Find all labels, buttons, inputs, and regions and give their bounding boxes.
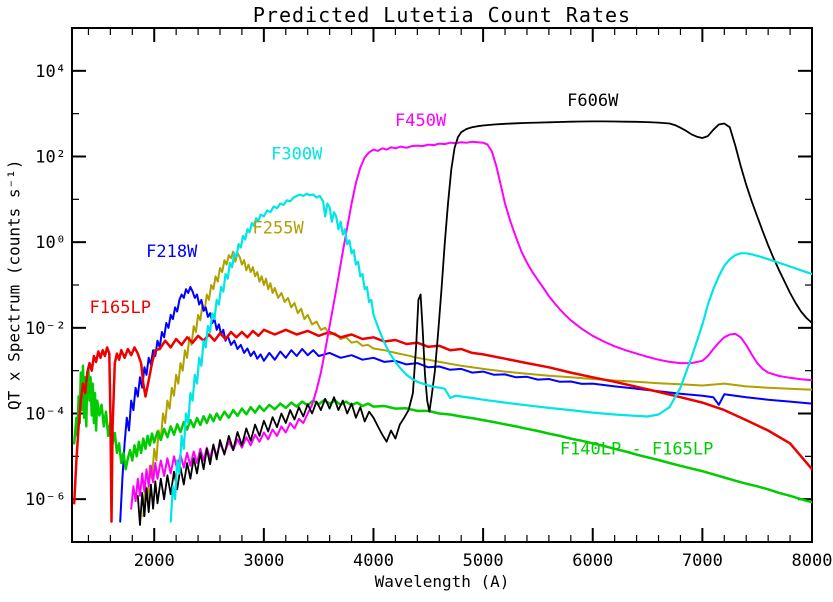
x-tick-label: 3000 <box>243 551 284 571</box>
plot-frame <box>71 27 813 543</box>
x-tick-label: 7000 <box>682 551 723 571</box>
y-tick-label: 10² <box>35 148 66 168</box>
series-label-F255W: F255W <box>253 218 305 238</box>
x-axis-label: Wavelength (A) <box>374 572 510 591</box>
series-F300W <box>169 192 812 523</box>
series-F165LP <box>72 328 812 523</box>
x-tick-label: 5000 <box>463 551 504 571</box>
series-label-F165LP: F165LP <box>90 298 151 318</box>
series-F140LP-F165LP <box>72 364 812 504</box>
x-tick-label: 2000 <box>134 551 175 571</box>
y-tick-label: 10⁰ <box>35 233 66 253</box>
series-F606W <box>136 120 812 526</box>
series-label-F140LP-F165LP: F140LP - F165LP <box>560 440 714 460</box>
y-tick-label: 10⁻² <box>25 319 66 339</box>
y-tick-label: 10⁻⁶ <box>25 490 66 510</box>
y-tick-label: 10⁴ <box>35 62 66 82</box>
x-tick-label: 6000 <box>572 551 613 571</box>
series-F450W <box>130 140 812 510</box>
series-label-F218W: F218W <box>146 242 198 262</box>
x-tick-label: 8000 <box>792 551 833 571</box>
series-label-F450W: F450W <box>395 111 447 131</box>
series-label-F606W: F606W <box>567 91 619 111</box>
series-F255W <box>142 250 812 518</box>
chart-title: Predicted Lutetia Count Rates <box>252 3 632 27</box>
series-label-F300W: F300W <box>271 145 323 165</box>
x-tick-label: 4000 <box>353 551 394 571</box>
y-tick-label: 10⁻⁴ <box>25 405 66 425</box>
